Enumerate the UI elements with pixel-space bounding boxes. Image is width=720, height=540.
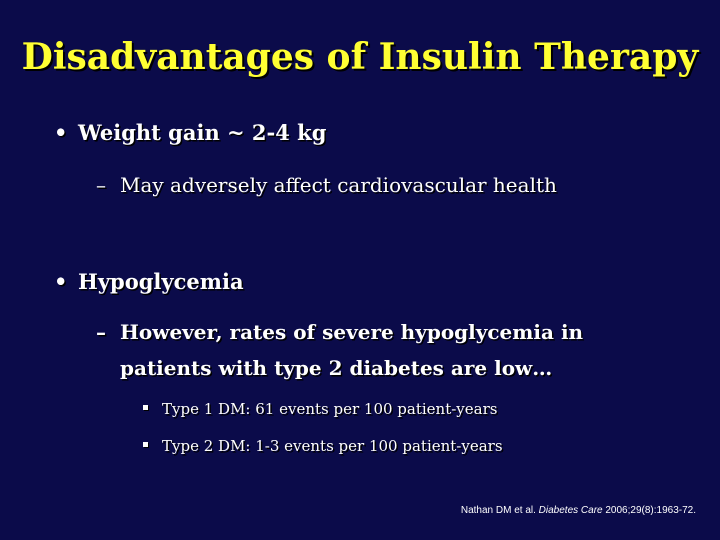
citation-authors: Nathan DM et al. [460,505,539,516]
item-type2-dm: Type 2 DM: 1-3 events per 100 patient-ye… [162,437,503,455]
sub-bullet-hypoglycemia-line1: However, rates of severe hypoglycemia in [120,320,584,344]
sub-bullet-marker: – [96,320,106,344]
slide-title: Disadvantages of Insulin Therapy [21,36,699,78]
square-bullet-icon [143,405,148,410]
sub-bullet-hypoglycemia-line2: patients with type 2 diabetes are low… [120,356,553,380]
sub-bullet-cardiovascular: May adversely affect cardiovascular heal… [120,173,557,197]
bullet-hypoglycemia: Hypoglycemia [78,269,244,294]
square-bullet-icon [143,442,148,447]
bullet-weight-gain: Weight gain ~ 2-4 kg [78,120,327,145]
citation-journal: Diabetes Care [538,505,603,516]
citation-details: 2006;29(8):1963-72. [602,505,696,516]
bullet-marker: • [54,120,68,145]
citation: Nathan DM et al. Diabetes Care 2006;29(8… [461,505,696,516]
item-type1-dm: Type 1 DM: 61 events per 100 patient-yea… [162,400,498,418]
bullet-marker: • [54,269,68,294]
sub-bullet-marker: – [96,173,106,197]
